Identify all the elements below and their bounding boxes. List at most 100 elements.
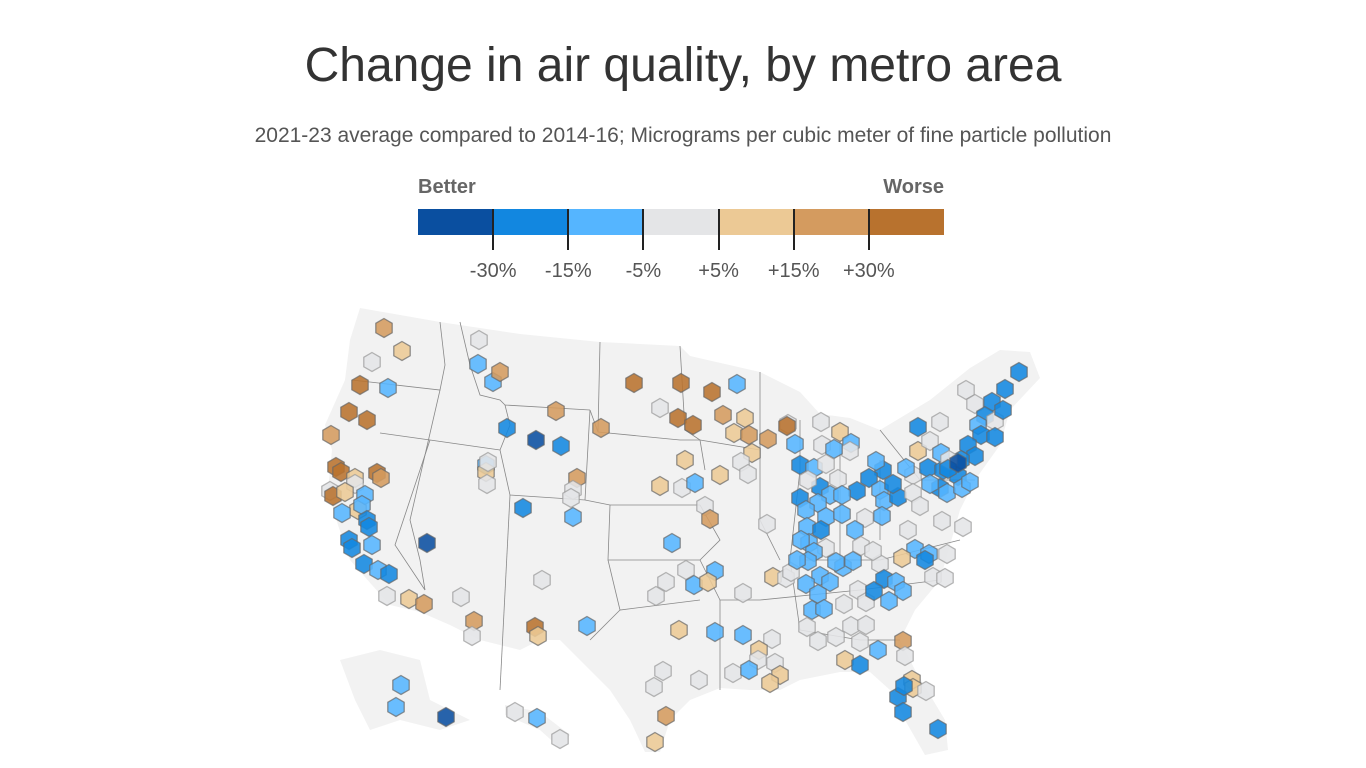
metro-hexagon[interactable] <box>897 457 915 479</box>
metro-hexagon[interactable] <box>931 411 949 433</box>
metro-hexagon[interactable] <box>821 571 839 593</box>
metro-hexagon[interactable] <box>894 701 912 723</box>
metro-hexagon[interactable] <box>994 399 1012 421</box>
metro-hexagon[interactable] <box>911 495 929 517</box>
metro-hexagon[interactable] <box>798 616 816 638</box>
metro-hexagon[interactable] <box>676 449 694 471</box>
metro-hexagon[interactable] <box>375 317 393 339</box>
metro-hexagon[interactable] <box>358 409 376 431</box>
metro-hexagon[interactable] <box>728 373 746 395</box>
metro-hexagon[interactable] <box>829 468 847 490</box>
metro-hexagon[interactable] <box>949 452 967 474</box>
metro-hexagon[interactable] <box>786 433 804 455</box>
metro-hexagon[interactable] <box>479 451 497 473</box>
metro-hexagon[interactable] <box>663 532 681 554</box>
metro-hexagon[interactable] <box>437 706 455 728</box>
metro-hexagon[interactable] <box>851 654 869 676</box>
metro-hexagon[interactable] <box>393 340 411 362</box>
metro-hexagon[interactable] <box>372 467 390 489</box>
metro-hexagon[interactable] <box>690 669 708 691</box>
metro-hexagon[interactable] <box>470 329 488 351</box>
metro-hexagon[interactable] <box>645 676 663 698</box>
metro-hexagon[interactable] <box>380 563 398 585</box>
metro-hexagon[interactable] <box>332 461 350 483</box>
metro-hexagon[interactable] <box>763 628 781 650</box>
metro-hexagon[interactable] <box>625 372 643 394</box>
metro-hexagon[interactable] <box>929 718 947 740</box>
metro-hexagon[interactable] <box>827 551 845 573</box>
metro-hexagon[interactable] <box>938 543 956 565</box>
metro-hexagon[interactable] <box>827 626 845 648</box>
metro-hexagon[interactable] <box>842 615 860 637</box>
metro-hexagon[interactable] <box>592 417 610 439</box>
metro-hexagon[interactable] <box>954 516 972 538</box>
metro-hexagon[interactable] <box>706 621 724 643</box>
metro-hexagon[interactable] <box>333 502 351 524</box>
metro-hexagon[interactable] <box>761 672 779 694</box>
metro-hexagon[interactable] <box>873 505 891 527</box>
metro-hexagon[interactable] <box>841 440 859 462</box>
metro-hexagon[interactable] <box>836 649 854 671</box>
metro-hexagon[interactable] <box>921 430 939 452</box>
metro-hexagon[interactable] <box>831 421 849 443</box>
metro-hexagon[interactable] <box>812 411 830 433</box>
metro-hexagon[interactable] <box>724 662 742 684</box>
metro-hexagon[interactable] <box>916 549 934 571</box>
metro-hexagon[interactable] <box>867 450 885 472</box>
metro-hexagon[interactable] <box>740 659 758 681</box>
metro-hexagon[interactable] <box>498 417 516 439</box>
metro-hexagon[interactable] <box>686 472 704 494</box>
metro-hexagon[interactable] <box>759 428 777 450</box>
metro-hexagon[interactable] <box>938 482 956 504</box>
metro-hexagon[interactable] <box>491 361 509 383</box>
metro-hexagon[interactable] <box>363 534 381 556</box>
metro-hexagon[interactable] <box>869 639 887 661</box>
metro-hexagon[interactable] <box>736 407 754 429</box>
metro-hexagon[interactable] <box>844 550 862 572</box>
metro-hexagon[interactable] <box>378 585 396 607</box>
metro-hexagon[interactable] <box>533 569 551 591</box>
metro-hexagon[interactable] <box>899 519 917 541</box>
metro-hexagon[interactable] <box>893 547 911 569</box>
metro-hexagon[interactable] <box>815 598 833 620</box>
metro-hexagon[interactable] <box>817 453 835 475</box>
metro-hexagon[interactable] <box>848 480 866 502</box>
metro-hexagon[interactable] <box>799 469 817 491</box>
metro-hexagon[interactable] <box>933 510 951 532</box>
metro-hexagon[interactable] <box>322 424 340 446</box>
metro-hexagon[interactable] <box>529 625 547 647</box>
metro-hexagon[interactable] <box>833 484 851 506</box>
metro-hexagon[interactable] <box>996 378 1014 400</box>
metro-hexagon[interactable] <box>418 532 436 554</box>
metro-hexagon[interactable] <box>684 414 702 436</box>
metro-hexagon[interactable] <box>363 351 381 373</box>
metro-hexagon[interactable] <box>699 571 717 593</box>
metro-hexagon[interactable] <box>547 400 565 422</box>
metro-hexagon[interactable] <box>578 615 596 637</box>
metro-hexagon[interactable] <box>895 675 913 697</box>
metro-hexagon[interactable] <box>714 404 732 426</box>
metro-hexagon[interactable] <box>864 540 882 562</box>
metro-hexagon[interactable] <box>986 426 1004 448</box>
metro-hexagon[interactable] <box>651 475 669 497</box>
metro-hexagon[interactable] <box>469 353 487 375</box>
metro-hexagon[interactable] <box>758 513 776 535</box>
metro-hexagon[interactable] <box>884 473 902 495</box>
metro-hexagon[interactable] <box>711 464 729 486</box>
metro-hexagon[interactable] <box>809 630 827 652</box>
metro-hexagon[interactable] <box>778 415 796 437</box>
metro-hexagon[interactable] <box>528 707 546 729</box>
metro-hexagon[interactable] <box>651 397 669 419</box>
metro-hexagon[interactable] <box>835 593 853 615</box>
metro-hexagon[interactable] <box>552 435 570 457</box>
metro-hexagon[interactable] <box>514 497 532 519</box>
metro-hexagon[interactable] <box>646 731 664 753</box>
metro-hexagon[interactable] <box>355 553 373 575</box>
metro-hexagon[interactable] <box>463 625 481 647</box>
metro-hexagon[interactable] <box>669 407 687 429</box>
metro-hexagon[interactable] <box>336 481 354 503</box>
metro-hexagon[interactable] <box>415 593 433 615</box>
metro-hexagon[interactable] <box>857 614 875 636</box>
metro-hexagon[interactable] <box>340 401 358 423</box>
metro-hexagon[interactable] <box>909 416 927 438</box>
